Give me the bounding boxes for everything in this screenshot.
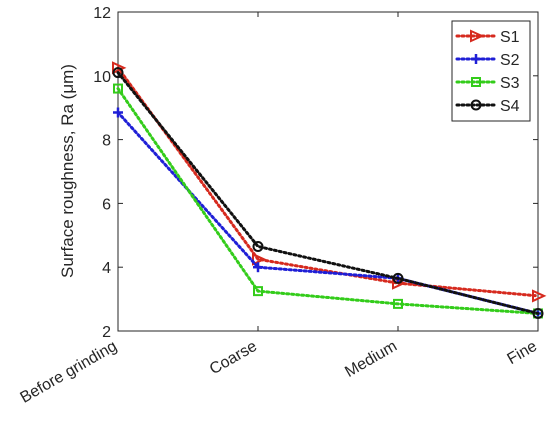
legend-label: S4 — [500, 98, 520, 115]
data-point-marker — [113, 107, 123, 118]
y-tick-label: 2 — [102, 324, 111, 341]
x-tick-label: Fine — [505, 338, 541, 368]
series-line — [116, 110, 540, 315]
series-s1 — [112, 61, 547, 303]
data-point-marker — [112, 61, 127, 75]
series-lines — [112, 61, 547, 319]
x-tick-label: Before grinding — [18, 338, 120, 407]
y-tick-label: 6 — [102, 196, 111, 213]
series-line — [116, 87, 540, 315]
data-point-marker — [471, 54, 481, 64]
data-point-marker — [470, 29, 485, 43]
series-line — [116, 66, 540, 298]
data-point-marker — [532, 289, 547, 303]
y-tick-label: 8 — [102, 133, 111, 150]
data-point-marker — [112, 67, 124, 79]
legend-entry-s2: S2 — [455, 52, 520, 69]
data-point-marker — [471, 77, 481, 87]
legend: S1 S2 S3 S4 — [451, 20, 531, 122]
series-s4 — [112, 67, 544, 319]
y-axis-label: Surface roughness, Ra (μm) — [58, 64, 77, 278]
y-tick-label: 4 — [102, 260, 111, 277]
y-tick-label: 10 — [93, 69, 111, 86]
data-point-marker — [252, 252, 267, 266]
data-point-marker — [253, 262, 263, 273]
x-tick-label: Medium — [342, 338, 400, 381]
plot-area-frame — [117, 11, 539, 332]
data-point-marker — [113, 83, 123, 94]
legend-label: S1 — [500, 29, 520, 46]
data-point-marker — [392, 272, 404, 284]
legend-entry-s4: S4 — [455, 98, 520, 115]
y-tick-label: 12 — [93, 5, 111, 22]
data-point-marker — [252, 240, 264, 252]
legend-label: S3 — [500, 75, 520, 92]
series-s2 — [113, 107, 543, 319]
legend-entry-s1: S1 — [455, 29, 520, 46]
data-point-marker — [470, 99, 482, 111]
legend-label: S2 — [500, 52, 520, 69]
data-point-marker — [253, 286, 263, 297]
legend-entry-s3: S3 — [455, 75, 520, 92]
series-line — [116, 71, 540, 315]
x-tick-label: Coarse — [207, 338, 260, 379]
data-point-marker — [393, 298, 403, 309]
data-point-marker — [532, 307, 544, 319]
